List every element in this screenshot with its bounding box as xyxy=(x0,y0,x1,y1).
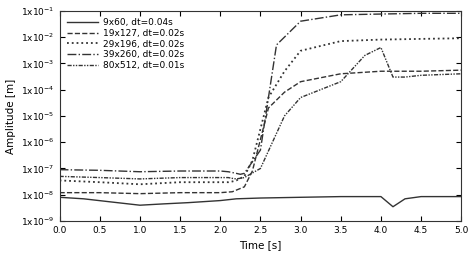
80x512, dt=0.01s xyxy=(242,176,247,179)
39x260, dt=0.02s xyxy=(229,171,235,174)
39x260, dt=0.02s xyxy=(378,13,384,16)
9x60, dt=0.04s xyxy=(378,195,384,198)
80x512, dt=0.01s xyxy=(298,96,303,99)
80x512, dt=0.01s xyxy=(57,175,63,178)
9x60, dt=0.04s xyxy=(257,197,263,200)
19x127, dt=0.02s xyxy=(282,91,287,94)
9x60, dt=0.04s xyxy=(105,200,110,203)
9x60, dt=0.04s xyxy=(234,197,239,200)
19x127, dt=0.02s xyxy=(298,80,303,83)
39x260, dt=0.02s xyxy=(218,169,223,173)
80x512, dt=0.01s xyxy=(97,176,102,179)
80x512, dt=0.01s xyxy=(218,176,223,179)
29x196, dt=0.02s xyxy=(177,181,183,184)
29x196, dt=0.02s xyxy=(97,181,102,184)
80x512, dt=0.01s xyxy=(137,177,143,180)
Y-axis label: Amplitude [m]: Amplitude [m] xyxy=(6,78,16,154)
80x512, dt=0.01s xyxy=(226,176,231,179)
80x512, dt=0.01s xyxy=(362,54,368,57)
80x512, dt=0.01s xyxy=(458,72,464,75)
39x260, dt=0.02s xyxy=(257,148,263,152)
29x196, dt=0.02s xyxy=(234,179,239,182)
29x196, dt=0.02s xyxy=(418,37,424,40)
19x127, dt=0.02s xyxy=(242,185,247,188)
9x60, dt=0.04s xyxy=(57,196,63,199)
39x260, dt=0.02s xyxy=(458,12,464,15)
19x127, dt=0.02s xyxy=(338,72,344,75)
39x260, dt=0.02s xyxy=(418,12,424,15)
Line: 80x512, dt=0.01s: 80x512, dt=0.01s xyxy=(60,48,461,179)
39x260, dt=0.02s xyxy=(177,169,183,173)
19x127, dt=0.02s xyxy=(249,169,255,173)
39x260, dt=0.02s xyxy=(237,173,243,176)
39x260, dt=0.02s xyxy=(273,44,279,47)
X-axis label: Time [s]: Time [s] xyxy=(239,240,282,250)
29x196, dt=0.02s xyxy=(298,49,303,52)
39x260, dt=0.02s xyxy=(226,170,231,173)
29x196, dt=0.02s xyxy=(218,181,223,184)
39x260, dt=0.02s xyxy=(298,20,303,23)
80x512, dt=0.01s xyxy=(390,76,396,79)
Line: 19x127, dt=0.02s: 19x127, dt=0.02s xyxy=(60,70,461,194)
19x127, dt=0.02s xyxy=(378,70,384,73)
80x512, dt=0.01s xyxy=(234,177,239,180)
Legend: 9x60, dt=0.04s, 19x127, dt=0.02s, 29x196, dt=0.02s, 39x260, dt=0.02s, 80x512, dt: 9x60, dt=0.04s, 19x127, dt=0.02s, 29x196… xyxy=(64,15,187,73)
19x127, dt=0.02s xyxy=(418,70,424,73)
9x60, dt=0.04s xyxy=(338,195,344,198)
19x127, dt=0.02s xyxy=(57,191,63,194)
Line: 29x196, dt=0.02s: 29x196, dt=0.02s xyxy=(60,38,461,184)
29x196, dt=0.02s xyxy=(137,183,143,186)
39x260, dt=0.02s xyxy=(137,170,143,173)
29x196, dt=0.02s xyxy=(265,96,271,99)
29x196, dt=0.02s xyxy=(57,179,63,182)
19x127, dt=0.02s xyxy=(265,106,271,110)
39x260, dt=0.02s xyxy=(242,172,247,175)
9x60, dt=0.04s xyxy=(402,197,408,200)
80x512, dt=0.01s xyxy=(402,76,408,79)
9x60, dt=0.04s xyxy=(418,195,424,198)
19x127, dt=0.02s xyxy=(218,191,223,194)
80x512, dt=0.01s xyxy=(378,46,384,49)
29x196, dt=0.02s xyxy=(338,40,344,43)
19x127, dt=0.02s xyxy=(137,192,143,195)
29x196, dt=0.02s xyxy=(226,181,231,184)
80x512, dt=0.01s xyxy=(177,176,183,179)
39x260, dt=0.02s xyxy=(338,13,344,16)
19x127, dt=0.02s xyxy=(234,189,239,192)
29x196, dt=0.02s xyxy=(378,38,384,41)
9x60, dt=0.04s xyxy=(298,196,303,199)
29x196, dt=0.02s xyxy=(249,159,255,162)
29x196, dt=0.02s xyxy=(229,180,235,183)
9x60, dt=0.04s xyxy=(218,199,223,202)
80x512, dt=0.01s xyxy=(229,177,235,180)
80x512, dt=0.01s xyxy=(257,167,263,170)
39x260, dt=0.02s xyxy=(57,168,63,171)
80x512, dt=0.01s xyxy=(338,80,344,83)
29x196, dt=0.02s xyxy=(242,175,247,178)
9x60, dt=0.04s xyxy=(185,201,191,204)
9x60, dt=0.04s xyxy=(458,195,464,198)
80x512, dt=0.01s xyxy=(282,114,287,118)
9x60, dt=0.04s xyxy=(81,197,87,200)
9x60, dt=0.04s xyxy=(137,204,143,207)
9x60, dt=0.04s xyxy=(390,205,396,208)
19x127, dt=0.02s xyxy=(229,190,235,193)
29x196, dt=0.02s xyxy=(458,37,464,40)
80x512, dt=0.01s xyxy=(418,74,424,77)
Line: 9x60, dt=0.04s: 9x60, dt=0.04s xyxy=(60,197,461,207)
39x260, dt=0.02s xyxy=(234,172,239,175)
Line: 39x260, dt=0.02s: 39x260, dt=0.02s xyxy=(60,13,461,174)
39x260, dt=0.02s xyxy=(97,169,102,172)
19x127, dt=0.02s xyxy=(458,69,464,72)
19x127, dt=0.02s xyxy=(97,191,102,194)
9x60, dt=0.04s xyxy=(161,202,167,205)
19x127, dt=0.02s xyxy=(177,191,183,194)
29x196, dt=0.02s xyxy=(282,70,287,73)
